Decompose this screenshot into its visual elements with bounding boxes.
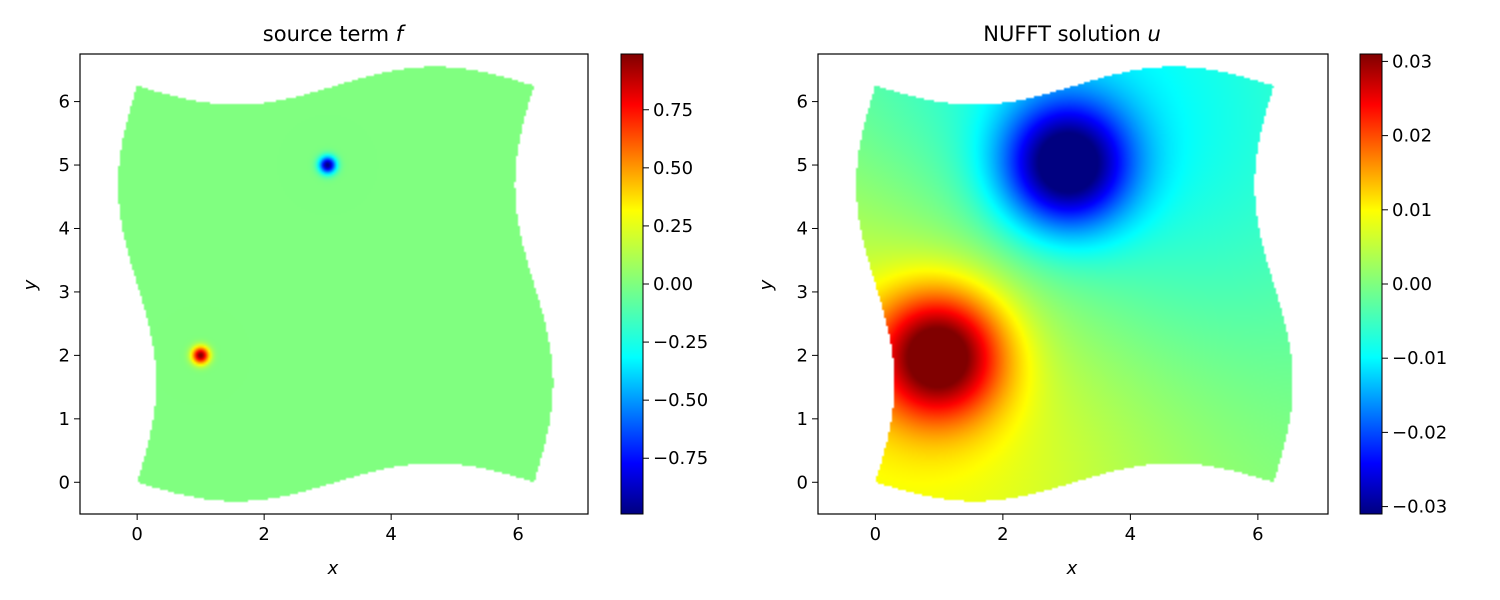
colorbar-tick-label: −0.02: [1392, 422, 1447, 443]
colorbar: [620, 53, 644, 515]
x-axis-label: x: [327, 558, 339, 579]
colorbar: [1359, 53, 1383, 515]
x-tick-label: 0: [870, 524, 881, 545]
x-tick-label: 2: [258, 524, 269, 545]
x-axis-label: x: [1066, 558, 1078, 579]
y-tick-label: 5: [59, 155, 70, 176]
panel-source-term: source term f 0 2 4 6 0 1 2 3 4 5 6 x y −0.75 −0.5…: [20, 22, 708, 579]
colorbar-tick-label: 0.00: [653, 274, 693, 295]
x-axis: 0 2 4 6: [131, 514, 524, 545]
heatmap-image: [818, 54, 1328, 514]
x-tick-label: 0: [131, 524, 142, 545]
colorbar-tick-label: 0.03: [1392, 51, 1432, 72]
y-tick-label: 3: [797, 282, 808, 303]
colorbar-tick-label: −0.03: [1392, 497, 1447, 518]
y-axis-label: y: [20, 279, 41, 291]
y-tick-label: 2: [59, 345, 70, 366]
heatmap-source-term: [80, 54, 588, 514]
colorbar-tick-label: 0.50: [653, 158, 693, 179]
y-tick-label: 2: [797, 345, 808, 366]
colorbar-tick-label: 0.00: [1392, 274, 1432, 295]
colorbar-tick-label: −0.01: [1392, 348, 1447, 369]
x-tick-label: 4: [385, 524, 396, 545]
y-tick-label: 4: [59, 218, 70, 239]
x-tick-label: 2: [997, 524, 1008, 545]
x-tick-label: 4: [1125, 524, 1136, 545]
y-tick-label: 1: [59, 409, 70, 430]
y-tick-label: 0: [59, 472, 70, 493]
heatmap-nufft-solution: [818, 54, 1328, 514]
colorbar-tick-label: −0.25: [653, 332, 708, 353]
colorbar-tick-label: 0.02: [1392, 126, 1432, 147]
colorbar-axis: −0.03 −0.02 −0.01 0.00 0.01 0.02 0.03: [1382, 51, 1447, 518]
y-axis: 0 1 2 3 4 5 6: [59, 92, 80, 493]
colorbar-tick-label: −0.75: [653, 448, 708, 469]
y-tick-label: 5: [797, 155, 808, 176]
colorbar-tick-label: −0.50: [653, 390, 708, 411]
colorbar-tick-label: 0.75: [653, 100, 693, 121]
y-tick-label: 6: [797, 92, 808, 113]
y-tick-label: 3: [59, 282, 70, 303]
x-tick-label: 6: [1252, 524, 1263, 545]
colorbar-tick-label: 0.25: [653, 216, 693, 237]
y-tick-label: 0: [797, 472, 808, 493]
colorbar-tick-label: 0.01: [1392, 200, 1432, 221]
x-axis: 0 2 4 6: [870, 514, 1264, 545]
x-tick-label: 6: [512, 524, 523, 545]
panel-title: source term f: [263, 22, 407, 46]
y-axis-label: y: [756, 279, 777, 291]
y-tick-label: 4: [797, 218, 808, 239]
y-tick-label: 1: [797, 409, 808, 430]
colorbar-axis: −0.75 −0.50 −0.25 0.00 0.25 0.50 0.75: [643, 100, 708, 469]
heatmap-image: [80, 54, 588, 514]
y-tick-label: 6: [59, 92, 70, 113]
panel-title: NUFFT solution u: [983, 22, 1161, 46]
y-axis: 0 1 2 3 4 5 6: [797, 92, 818, 493]
plot-frame: [817, 53, 1329, 515]
plot-frame: [79, 53, 589, 515]
